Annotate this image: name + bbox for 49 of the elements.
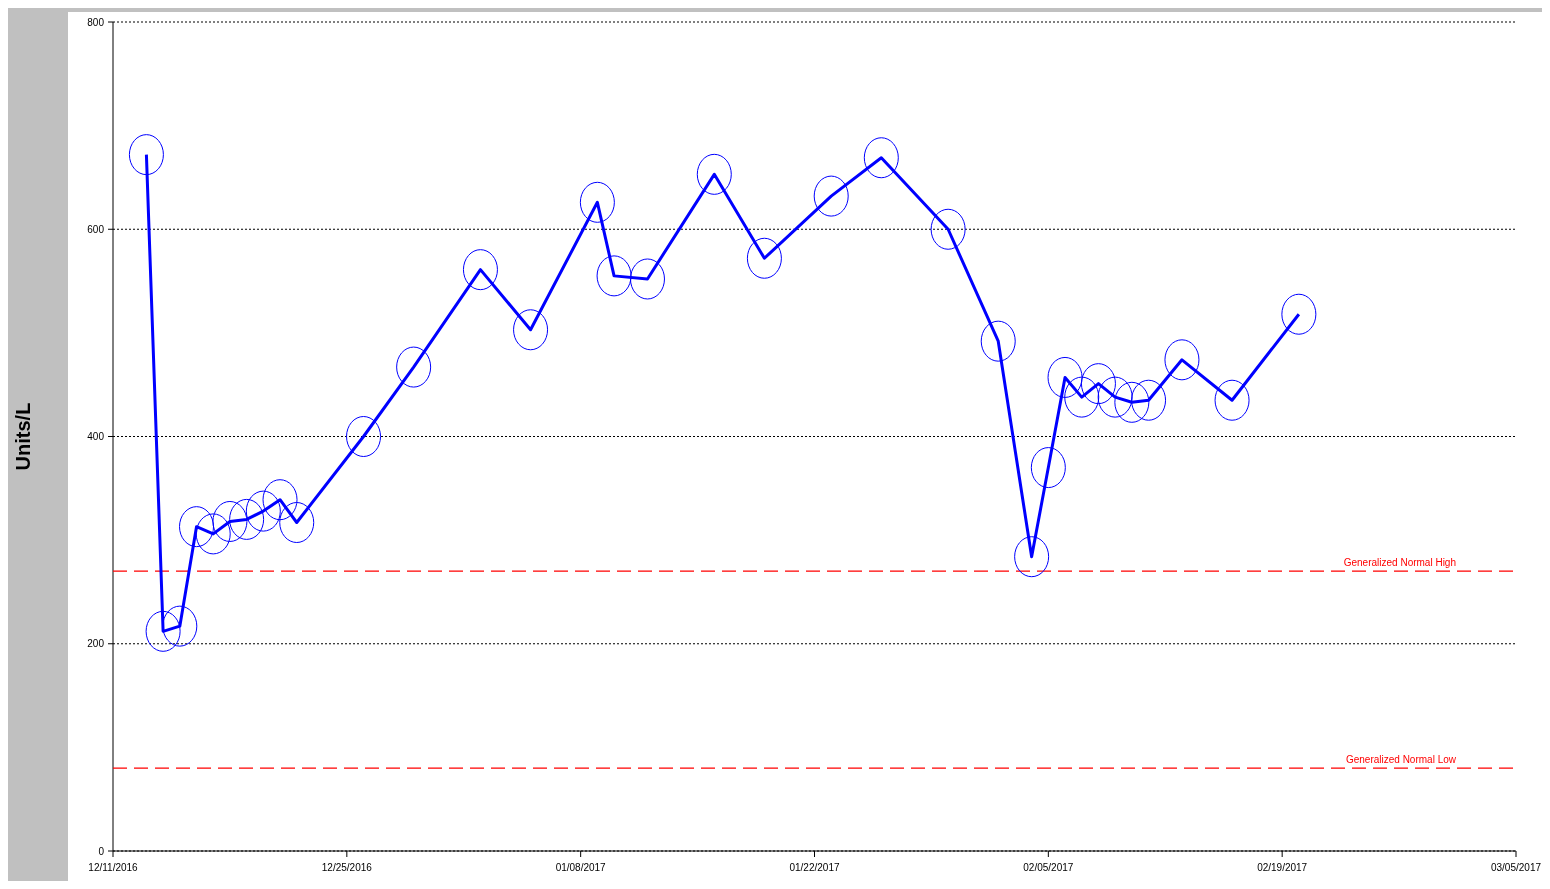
point bbox=[195, 513, 231, 555]
point bbox=[1097, 376, 1133, 418]
point bbox=[579, 181, 615, 223]
point bbox=[930, 208, 966, 250]
point bbox=[696, 153, 732, 195]
point bbox=[1214, 379, 1250, 421]
point bbox=[162, 605, 198, 647]
point bbox=[1014, 536, 1050, 578]
y-tick-label: 0 bbox=[98, 845, 105, 857]
point bbox=[1080, 363, 1116, 405]
point bbox=[346, 416, 382, 457]
y-tick-label: 200 bbox=[87, 638, 105, 650]
x-tick-label: 02/05/2017 bbox=[1023, 862, 1074, 873]
point bbox=[396, 346, 432, 388]
point bbox=[813, 175, 849, 217]
point bbox=[179, 506, 215, 548]
point bbox=[513, 309, 549, 351]
y-tick-label: 800 bbox=[87, 16, 105, 28]
y-tick-label: 600 bbox=[87, 223, 105, 235]
point bbox=[596, 255, 632, 297]
point bbox=[629, 258, 665, 300]
point bbox=[462, 249, 498, 291]
point bbox=[746, 237, 782, 279]
ref-line-label: Generalized Normal Low bbox=[1345, 754, 1457, 766]
point bbox=[1131, 379, 1167, 421]
point bbox=[1064, 376, 1100, 418]
ref-line-label: Generalized Normal High bbox=[1343, 557, 1456, 569]
point bbox=[145, 610, 181, 652]
point bbox=[1281, 293, 1317, 335]
point bbox=[245, 490, 281, 532]
point bbox=[980, 320, 1016, 362]
point bbox=[1114, 381, 1150, 423]
point bbox=[1164, 339, 1200, 381]
y-axis-title: Units/L bbox=[12, 402, 34, 471]
point bbox=[128, 134, 164, 176]
point bbox=[262, 479, 298, 521]
point bbox=[1030, 447, 1066, 489]
point bbox=[1047, 356, 1083, 398]
x-tick-label: 01/22/2017 bbox=[789, 862, 840, 873]
point bbox=[279, 502, 315, 544]
point bbox=[229, 498, 265, 540]
x-tick-label: 12/11/2016 bbox=[88, 862, 139, 873]
x-tick-label: 12/25/2016 bbox=[321, 862, 373, 873]
x-tick-label: 01/08/2017 bbox=[555, 862, 607, 873]
y-tick-label: 400 bbox=[87, 431, 105, 442]
x-tick-label: 02/19/2017 bbox=[1257, 862, 1308, 873]
x-tick-label: 03/05/2017 bbox=[1490, 862, 1542, 873]
point bbox=[212, 500, 248, 542]
point bbox=[863, 137, 899, 179]
